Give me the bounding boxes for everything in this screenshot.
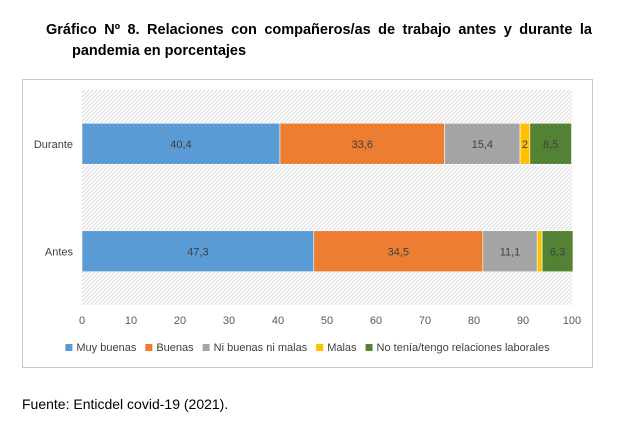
legend-swatch-2	[202, 344, 210, 351]
category-label-antes: Antes	[45, 246, 74, 258]
plot-area	[82, 90, 572, 305]
bar-antes-4	[541, 230, 574, 273]
legend-label-4: No tenía/tengo relaciones laborales	[377, 342, 551, 354]
x-tick-label-100: 100	[563, 315, 581, 327]
legend-swatch-1	[145, 344, 153, 351]
legend-swatch-3	[316, 344, 324, 351]
x-tick-label-0: 0	[79, 315, 85, 327]
x-tick-label-60: 60	[370, 315, 382, 327]
bar-durante-1	[279, 122, 445, 165]
legend-label-3: Malas	[327, 342, 357, 354]
chart-marks: Durante 40,4 33,6 15,4 2 8,5 Antes 47,3 34,5 11,1…	[34, 122, 581, 354]
bar-antes-0	[81, 230, 315, 273]
data-label-durante-3: 2	[522, 139, 528, 151]
data-label-antes-0: 47,3	[187, 246, 208, 258]
x-tick-label-80: 80	[468, 315, 480, 327]
bar-antes-2	[482, 230, 538, 273]
bar-durante-0	[81, 122, 281, 165]
category-label-durante: Durante	[34, 139, 73, 151]
chart-title-line-1: Gráfico Nº 8. Relaciones con compañeros/…	[46, 22, 592, 38]
legend-label-1: Buenas	[156, 342, 194, 354]
data-label-antes-2: 11,1	[500, 246, 521, 258]
chart-frame: Durante 40,4 33,6 15,4 2 8,5 Antes 47,3 34,5 11,1…	[22, 79, 593, 368]
data-label-antes-1: 34,5	[388, 246, 409, 258]
x-tick-label-70: 70	[419, 315, 431, 327]
legend-swatch-0	[65, 344, 73, 351]
data-label-durante-1: 33,6	[352, 139, 373, 151]
bar-durante-4	[529, 122, 572, 165]
data-label-durante-4: 8,5	[543, 139, 558, 151]
x-tick-label-30: 30	[223, 315, 235, 327]
stacked-bar-chart: Durante 40,4 33,6 15,4 2 8,5 Antes 47,3 34,5 11,1…	[34, 90, 581, 354]
x-tick-label-10: 10	[125, 315, 137, 327]
data-label-antes-4: 6,3	[550, 246, 565, 258]
chart-title-line-2: pandemia en porcentajes	[72, 43, 247, 59]
source-note: Fuente: Enticdel covid-19 (2021).	[22, 396, 229, 412]
legend-label-0: Muy buenas	[76, 342, 136, 354]
bar-antes-3	[536, 230, 543, 273]
x-tick-label-90: 90	[517, 315, 529, 327]
data-label-durante-0: 40,4	[170, 139, 191, 151]
legend-swatch-4	[365, 344, 373, 351]
x-tick-label-40: 40	[272, 315, 284, 327]
bar-antes-1	[313, 230, 484, 273]
bar-durante-2	[444, 122, 521, 165]
chart-title: Gráfico Nº 8. Relaciones con compañeros/…	[46, 20, 592, 62]
x-tick-label-20: 20	[174, 315, 186, 327]
legend-label-2: Ni buenas ni malas	[214, 342, 308, 354]
x-tick-label-50: 50	[321, 315, 333, 327]
data-label-durante-2: 15,4	[472, 139, 493, 151]
